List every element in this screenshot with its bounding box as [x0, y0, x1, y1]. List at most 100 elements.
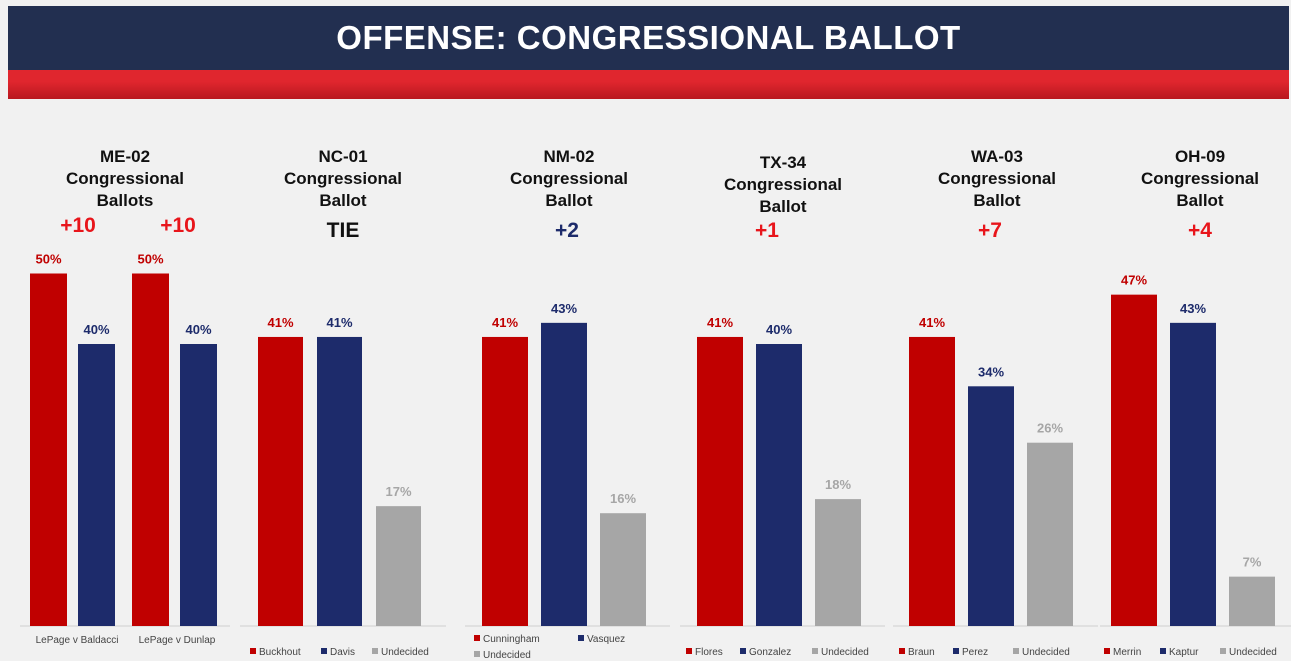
- lead-margin: +4: [1188, 219, 1212, 242]
- chart-title-line: WA-03: [971, 147, 1023, 166]
- chart-title-line: ME-02: [99, 147, 151, 166]
- legend-label: Undecided: [1229, 647, 1277, 658]
- chart-title-line: Ballot: [1176, 191, 1224, 210]
- legend-label: Vasquez: [587, 634, 625, 645]
- bar: [317, 336, 362, 626]
- legend-swatch: [372, 648, 378, 654]
- bar-value-label: 41%: [919, 315, 945, 330]
- legend-swatch: [578, 635, 584, 641]
- bar-value-label: 40%: [185, 322, 211, 337]
- bar-value-label: 26%: [1037, 421, 1063, 436]
- legend-label: Perez: [962, 647, 988, 658]
- legend-swatch: [474, 651, 480, 657]
- legend-label: Cunningham: [483, 634, 540, 645]
- chart-title: NC-01 Congressional Ballot: [258, 146, 428, 212]
- bar: [756, 344, 802, 626]
- legend-label: Gonzalez: [749, 647, 791, 658]
- lead-margin: +7: [978, 219, 1002, 242]
- bar: [968, 386, 1014, 626]
- lead-margin: +2: [555, 219, 579, 242]
- bar-value-label: 47%: [1121, 273, 1147, 288]
- legend-swatch: [740, 648, 746, 654]
- lead-margin: +1: [755, 219, 779, 242]
- legend-label: Undecided: [821, 647, 869, 658]
- bar-value-label: 41%: [707, 315, 733, 330]
- bar-value-label: 50%: [137, 252, 163, 267]
- chart-title-line: Congressional: [1140, 169, 1260, 188]
- bar-value-label: 7%: [1243, 555, 1262, 570]
- chart-title-line: OH-09: [1174, 147, 1226, 166]
- bar: [815, 499, 861, 626]
- chart-title: NM-02 Congressional Ballot: [484, 146, 654, 212]
- bar-value-label: 16%: [610, 491, 636, 506]
- legend-label: Davis: [330, 647, 355, 658]
- chart-title: OH-09 Congressional Ballot: [1115, 146, 1285, 212]
- bar-value-label: 17%: [385, 484, 411, 499]
- chart-title-line: Congressional: [283, 169, 403, 188]
- chart-title-line: Ballot: [759, 197, 807, 216]
- legend-label: Buckhout: [259, 647, 301, 658]
- bar-value-label: 40%: [83, 322, 109, 337]
- legend-label: Undecided: [1022, 647, 1070, 658]
- lead-margin: +10: [60, 214, 96, 237]
- chart-title-line: Congressional: [509, 169, 629, 188]
- bar: [1229, 576, 1275, 626]
- bar-value-label: 43%: [1180, 301, 1206, 316]
- bar-value-label: 40%: [766, 322, 792, 337]
- bar: [909, 336, 955, 626]
- legend-swatch: [1220, 648, 1226, 654]
- bar: [376, 506, 421, 626]
- chart-title-line: Congressional: [723, 175, 843, 194]
- chart-title: TX-34 Congressional Ballot: [698, 152, 868, 218]
- bar: [482, 336, 528, 626]
- legend-label: Kaptur: [1169, 647, 1199, 658]
- legend-swatch: [1104, 648, 1110, 654]
- legend-swatch: [1013, 648, 1019, 654]
- legend-swatch: [812, 648, 818, 654]
- legend-swatch: [1160, 648, 1166, 654]
- chart-title-line: Ballot: [319, 191, 367, 210]
- category-label: LePage v Dunlap: [139, 635, 216, 646]
- legend-label: Flores: [695, 647, 723, 658]
- bar: [1027, 442, 1073, 626]
- legend-swatch: [321, 648, 327, 654]
- category-label: LePage v Baldacci: [36, 635, 119, 646]
- legend-swatch: [474, 635, 480, 641]
- chart-title-line: Ballots: [96, 191, 154, 210]
- bar: [1170, 322, 1216, 626]
- bar-value-label: 18%: [825, 477, 851, 492]
- bar: [600, 513, 646, 626]
- chart-title-line: Ballot: [545, 191, 593, 210]
- legend-label: Braun: [908, 647, 935, 658]
- slide: OFFENSE: CONGRESSIONAL BALLOT: [8, 6, 1289, 659]
- legend-swatch: [899, 648, 905, 654]
- bar: [30, 273, 67, 626]
- chart-title-line: TX-34: [759, 153, 807, 172]
- chart-title-line: NC-01: [318, 147, 368, 166]
- legend-swatch: [953, 648, 959, 654]
- bar: [78, 344, 115, 626]
- bar-value-label: 41%: [326, 315, 352, 330]
- legend-label: Undecided: [381, 647, 429, 658]
- bar: [541, 322, 587, 626]
- legend-swatch: [250, 648, 256, 654]
- title-banner: OFFENSE: CONGRESSIONAL BALLOT: [8, 6, 1289, 70]
- lead-margin: TIE: [326, 219, 360, 242]
- bar-value-label: 41%: [267, 315, 293, 330]
- chart-title-line: Congressional: [65, 169, 185, 188]
- legend-swatch: [686, 648, 692, 654]
- bar-value-label: 34%: [978, 364, 1004, 379]
- chart-title-line: Congressional: [937, 169, 1057, 188]
- chart-title-line: Ballot: [973, 191, 1021, 210]
- chart-title: WA-03 Congressional Ballot: [912, 146, 1082, 212]
- bar-value-label: 41%: [492, 315, 518, 330]
- legend-label: Merrin: [1113, 647, 1141, 658]
- bar: [1111, 294, 1157, 626]
- bar: [132, 273, 169, 626]
- red-accent-bar: [8, 70, 1289, 99]
- bar-value-label: 50%: [35, 252, 61, 267]
- chart-title: ME-02 Congressional Ballots: [40, 146, 210, 212]
- chart-title-line: NM-02: [543, 147, 595, 166]
